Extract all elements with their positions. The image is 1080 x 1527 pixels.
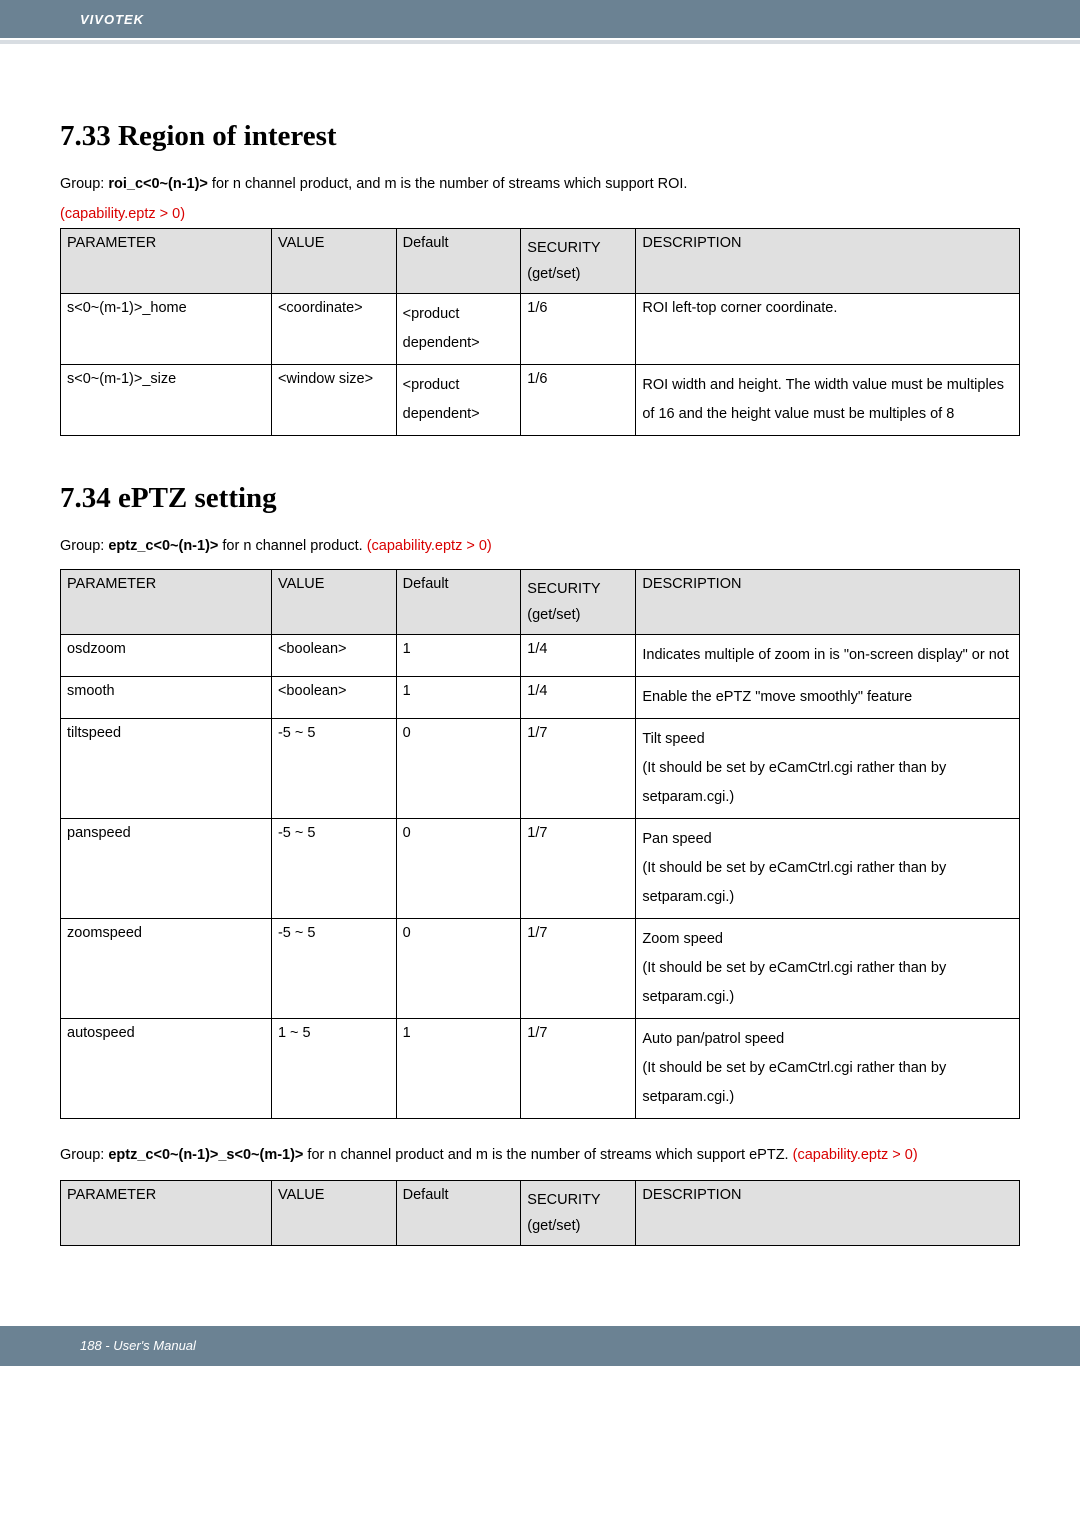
cell-value: -5 ~ 5 [271,718,396,818]
cell-description: Auto pan/patrol speed(It should be set b… [636,1018,1020,1118]
page-content: 7.33 Region of interest Group: roi_c<0~(… [0,44,1080,1296]
capability-condition-roi: (capability.eptz > 0) [60,206,1020,222]
cell-security: 1/6 [521,365,636,436]
th-security: SECURITY (get/set) [521,569,636,634]
table-header-row: PARAMETER VALUE Default SECURITY (get/se… [61,1180,1020,1245]
cell-value: 1 ~ 5 [271,1018,396,1118]
cell-security: 1/6 [521,294,636,365]
th-default: Default [396,229,521,294]
th-description: DESCRIPTION [636,569,1020,634]
cell-value: <window size> [271,365,396,436]
cell-description: Enable the ePTZ "move smoothly" feature [636,676,1020,718]
cell-description: ROI width and height. The width value mu… [636,365,1020,436]
group-suffix: for n channel product and m is the numbe… [303,1147,792,1163]
th-parameter: PARAMETER [61,229,272,294]
cell-security: 1/7 [521,818,636,918]
group-line-eptz: Group: eptz_c<0~(n-1)> for n channel pro… [60,535,1020,558]
cell-parameter: autospeed [61,1018,272,1118]
eptz-stream-parameter-table: PARAMETER VALUE Default SECURITY (get/se… [60,1180,1020,1246]
table-row: s<0~(m-1)>_home <coordinate> <product de… [61,294,1020,365]
table-header-row: PARAMETER VALUE Default SECURITY (get/se… [61,229,1020,294]
cell-parameter: smooth [61,676,272,718]
th-security-label: SECURITY [527,1192,600,1208]
cell-parameter: s<0~(m-1)>_home [61,294,272,365]
th-default: Default [396,1180,521,1245]
footer-page-number: 188 - User's Manual [80,1338,196,1353]
table-row: s<0~(m-1)>_size <window size> <product d… [61,365,1020,436]
cell-parameter: panspeed [61,818,272,918]
section-title-roi: 7.33 Region of interest [60,120,1020,153]
table-row: autospeed 1 ~ 5 1 1/7 Auto pan/patrol sp… [61,1018,1020,1118]
table-row: panspeed -5 ~ 5 0 1/7 Pan speed(It shoul… [61,818,1020,918]
cell-default: 0 [396,718,521,818]
table-row: tiltspeed -5 ~ 5 0 1/7 Tilt speed(It sho… [61,718,1020,818]
page-footer: 188 - User's Manual [0,1326,1080,1366]
section-title-eptz: 7.34 ePTZ setting [60,482,1020,515]
cell-default: 1 [396,634,521,676]
table-row: osdzoom <boolean> 1 1/4 Indicates multip… [61,634,1020,676]
group-prefix: Group: [60,538,108,554]
group-line-roi: Group: roi_c<0~(n-1)> for n channel prod… [60,173,1020,196]
group-bold: eptz_c<0~(n-1)>_s<0~(m-1)> [108,1147,303,1163]
cell-description: Tilt speed(It should be set by eCamCtrl.… [636,718,1020,818]
page-header: VIVOTEK [0,0,1080,38]
cell-value: -5 ~ 5 [271,818,396,918]
group-bold: roi_c<0~(n-1)> [108,176,208,192]
cell-security: 1/4 [521,634,636,676]
th-parameter: PARAMETER [61,1180,272,1245]
cell-value: <boolean> [271,676,396,718]
cell-parameter: s<0~(m-1)>_size [61,365,272,436]
th-description: DESCRIPTION [636,229,1020,294]
th-security-label: SECURITY [527,581,600,597]
roi-parameter-table: PARAMETER VALUE Default SECURITY (get/se… [60,228,1020,436]
cell-security: 1/7 [521,918,636,1018]
group-bold: eptz_c<0~(n-1)> [108,538,218,554]
cell-security: 1/4 [521,676,636,718]
cell-parameter: zoomspeed [61,918,272,1018]
th-default: Default [396,569,521,634]
cell-description: ROI left-top corner coordinate. [636,294,1020,365]
cell-parameter: osdzoom [61,634,272,676]
th-parameter: PARAMETER [61,569,272,634]
cell-default: <product dependent> [396,294,521,365]
cell-default: 0 [396,918,521,1018]
th-security-sub: (get/set) [527,1218,580,1234]
capability-condition-eptz: (capability.eptz > 0) [367,538,492,554]
cell-default: 1 [396,676,521,718]
cell-value: <coordinate> [271,294,396,365]
th-value: VALUE [271,569,396,634]
eptz-parameter-table: PARAMETER VALUE Default SECURITY (get/se… [60,569,1020,1119]
cell-default: 1 [396,1018,521,1118]
group-prefix: Group: [60,1147,108,1163]
cell-description: Zoom speed(It should be set by eCamCtrl.… [636,918,1020,1018]
cell-default: 0 [396,818,521,918]
cell-value: <boolean> [271,634,396,676]
cell-value: -5 ~ 5 [271,918,396,1018]
th-value: VALUE [271,1180,396,1245]
group-prefix: Group: [60,176,108,192]
th-security-sub: (get/set) [527,266,580,282]
th-security-label: SECURITY [527,240,600,256]
group-suffix: for n channel product. [218,538,366,554]
th-value: VALUE [271,229,396,294]
th-description: DESCRIPTION [636,1180,1020,1245]
cell-security: 1/7 [521,718,636,818]
th-security: SECURITY (get/set) [521,1180,636,1245]
cell-description: Pan speed(It should be set by eCamCtrl.c… [636,818,1020,918]
cell-default: <product dependent> [396,365,521,436]
cell-security: 1/7 [521,1018,636,1118]
table-row: smooth <boolean> 1 1/4 Enable the ePTZ "… [61,676,1020,718]
th-security-sub: (get/set) [527,607,580,623]
cell-description: Indicates multiple of zoom in is "on-scr… [636,634,1020,676]
capability-condition-eptz-stream: (capability.eptz > 0) [793,1147,918,1163]
table-row: zoomspeed -5 ~ 5 0 1/7 Zoom speed(It sho… [61,918,1020,1018]
th-security: SECURITY (get/set) [521,229,636,294]
brand-logo: VIVOTEK [80,12,144,27]
cell-parameter: tiltspeed [61,718,272,818]
table-header-row: PARAMETER VALUE Default SECURITY (get/se… [61,569,1020,634]
group-suffix: for n channel product, and m is the numb… [208,176,688,192]
group-line-eptz-stream: Group: eptz_c<0~(n-1)>_s<0~(m-1)> for n … [60,1141,1020,1170]
